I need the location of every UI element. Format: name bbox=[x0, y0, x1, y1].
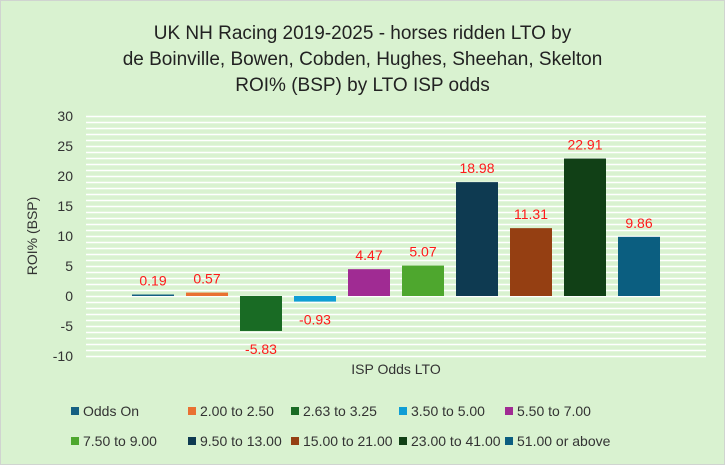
legend-label: Odds On bbox=[83, 403, 140, 419]
bar-5-50-to-7-00 bbox=[348, 269, 390, 296]
legend-swatch bbox=[505, 437, 513, 445]
data-label: 11.31 bbox=[514, 206, 548, 222]
legend-item: 2.00 to 2.50 bbox=[188, 403, 274, 419]
legend-label: 15.00 to 21.00 bbox=[303, 433, 393, 449]
legend-swatch bbox=[399, 407, 407, 415]
y-tick-label: -5 bbox=[61, 318, 74, 334]
gridlines bbox=[86, 115, 706, 358]
legend-item: 2.63 to 3.25 bbox=[291, 403, 377, 419]
bars bbox=[132, 158, 660, 331]
legend-label: 9.50 to 13.00 bbox=[200, 433, 282, 449]
data-label: 22.91 bbox=[567, 137, 602, 153]
legend-swatch bbox=[188, 437, 196, 445]
legend-item: Odds On bbox=[71, 403, 139, 419]
data-label: 0.57 bbox=[193, 271, 220, 287]
data-label: 5.07 bbox=[409, 244, 436, 260]
y-tick-label: 25 bbox=[57, 138, 73, 154]
legend-swatch bbox=[71, 407, 79, 415]
legend-item: 3.50 to 5.00 bbox=[399, 403, 485, 419]
data-label: -5.83 bbox=[245, 341, 277, 357]
y-axis-ticks: 30 25 20 15 10 5 0 -5 -10 bbox=[53, 108, 73, 364]
legend-label: 23.00 to 41.00 bbox=[411, 433, 501, 449]
bar-7-50-to-9-00 bbox=[402, 265, 444, 296]
data-labels: 0.19 0.57 -5.83 -0.93 4.47 5.07 18.98 11.31 22.9… bbox=[139, 137, 652, 357]
y-tick-label: 30 bbox=[57, 108, 73, 124]
legend-item: 7.50 to 9.00 bbox=[71, 433, 157, 449]
y-tick-label: 20 bbox=[57, 168, 73, 184]
chart-title-line-1: UK NH Racing 2019-2025 - horses ridden L… bbox=[153, 23, 572, 44]
data-label: -0.93 bbox=[299, 312, 331, 328]
bar-9-50-to-13-00 bbox=[456, 182, 498, 296]
legend-swatch bbox=[188, 407, 196, 415]
y-tick-label: 0 bbox=[65, 288, 73, 304]
legend-label: 5.50 to 7.00 bbox=[517, 403, 591, 419]
legend-swatch bbox=[505, 407, 513, 415]
legend-item: 23.00 to 41.00 bbox=[399, 433, 501, 449]
legend-label: 51.00 or above bbox=[517, 433, 611, 449]
bar-odds-on bbox=[132, 294, 174, 296]
y-tick-label: 5 bbox=[65, 258, 73, 274]
bar-2-00-to-2-50 bbox=[186, 292, 228, 296]
legend-swatch bbox=[71, 437, 79, 445]
legend-swatch bbox=[291, 407, 299, 415]
legend-item: 51.00 or above bbox=[505, 433, 610, 449]
legend-swatch bbox=[291, 437, 299, 445]
data-label: 18.98 bbox=[459, 160, 494, 176]
legend-label: 7.50 to 9.00 bbox=[83, 433, 157, 449]
legend-swatch bbox=[399, 437, 407, 445]
bar-51-00-or-above bbox=[618, 236, 660, 296]
legend-item: 5.50 to 7.00 bbox=[505, 403, 591, 419]
legend-item: 9.50 to 13.00 bbox=[188, 433, 282, 449]
chart-title-line-3: ROI% (BSP) by LTO ISP odds bbox=[235, 75, 490, 96]
legend-label: 2.00 to 2.50 bbox=[200, 403, 274, 419]
legend-label: 3.50 to 5.00 bbox=[411, 403, 485, 419]
bar-2-63-to-3-25 bbox=[240, 296, 282, 331]
y-tick-label: 15 bbox=[57, 198, 73, 214]
y-tick-label: -10 bbox=[53, 348, 73, 364]
y-tick-label: 10 bbox=[57, 228, 73, 244]
data-label: 4.47 bbox=[355, 247, 382, 263]
x-axis-label: ISP Odds LTO bbox=[351, 361, 441, 377]
bar-15-00-to-21-00 bbox=[510, 228, 552, 296]
data-label: 0.19 bbox=[139, 273, 166, 289]
data-label: 9.86 bbox=[625, 215, 652, 231]
legend-label: 2.63 to 3.25 bbox=[303, 403, 377, 419]
legend-item: 15.00 to 21.00 bbox=[291, 433, 393, 449]
bar-23-00-to-41-00 bbox=[564, 158, 606, 296]
y-axis-label: ROI% (BSP) bbox=[24, 197, 40, 276]
bar-3-50-to-5-00 bbox=[294, 296, 336, 302]
chart-title-line-2: de Boinville, Bowen, Cobden, Hughes, She… bbox=[122, 49, 603, 70]
